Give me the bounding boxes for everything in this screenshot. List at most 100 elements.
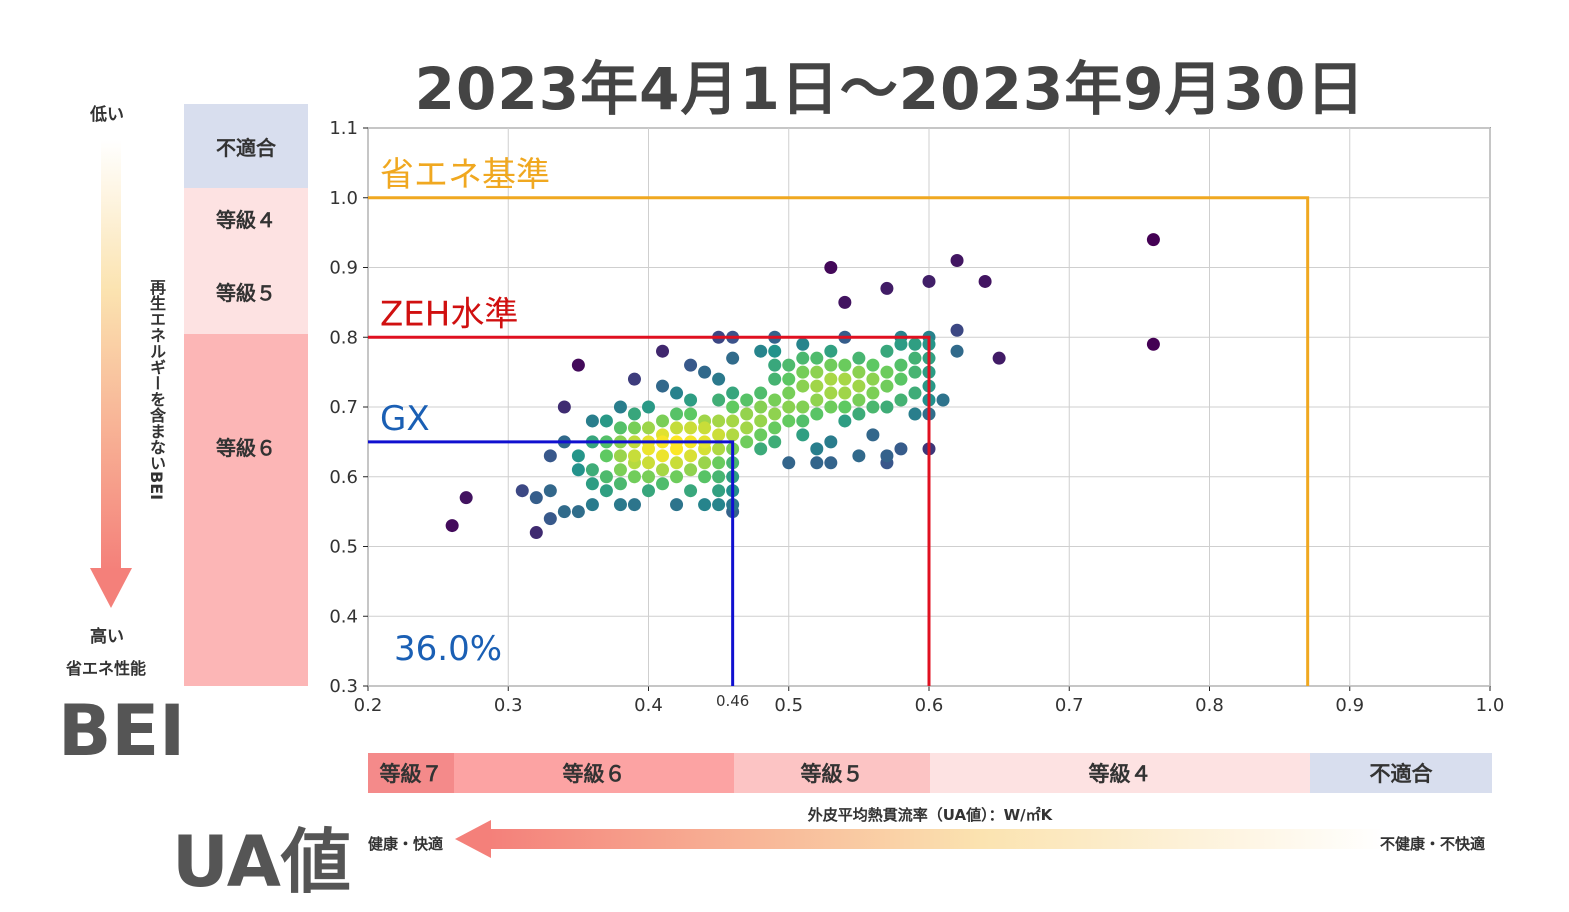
data-point [880, 281, 894, 295]
data-point [908, 365, 922, 379]
data-point [726, 386, 740, 400]
data-point [908, 351, 922, 365]
data-point [557, 505, 571, 519]
data-point [726, 414, 740, 428]
data-point [740, 435, 754, 449]
data-point [894, 393, 908, 407]
data-point [698, 421, 712, 435]
data-point [543, 449, 557, 463]
data-point [656, 463, 670, 477]
data-point [515, 484, 529, 498]
data-point [459, 491, 473, 505]
data-point [670, 407, 684, 421]
y-tick-label: 0.5 [329, 537, 358, 558]
data-point [796, 337, 810, 351]
data-point [712, 428, 726, 442]
ua-direction-arrow-icon [455, 820, 1385, 858]
data-point [445, 519, 459, 533]
y-tick-label: 0.9 [329, 258, 358, 279]
grade-nonconforming-horizontal: 不適合 [1310, 753, 1492, 793]
data-point [740, 407, 754, 421]
data-point [782, 358, 796, 372]
data-point [599, 484, 613, 498]
data-point [613, 477, 627, 491]
data-point [754, 442, 768, 456]
data-point [838, 414, 852, 428]
data-point [670, 386, 684, 400]
data-point [726, 400, 740, 414]
grade-5-vertical: 等級５ [184, 248, 308, 334]
data-point [768, 372, 782, 386]
data-point [824, 456, 838, 470]
data-point [656, 449, 670, 463]
threshold-line [368, 440, 735, 686]
data-point [599, 470, 613, 484]
data-point [852, 365, 866, 379]
data-point [543, 512, 557, 526]
grade-4-horizontal: 等級４ [930, 753, 1310, 793]
data-point [796, 351, 810, 365]
data-point [852, 393, 866, 407]
data-point [992, 351, 1006, 365]
data-point [529, 491, 543, 505]
data-point [880, 344, 894, 358]
data-point [726, 428, 740, 442]
low-label: 低い [90, 105, 124, 125]
data-point [529, 526, 543, 540]
x-tick-label: 0.5 [774, 695, 803, 716]
data-point [866, 428, 880, 442]
data-point [712, 498, 726, 512]
data-point [838, 400, 852, 414]
data-point [810, 365, 824, 379]
data-point [824, 386, 838, 400]
data-point [543, 484, 557, 498]
data-point [712, 414, 726, 428]
data-point [1146, 233, 1160, 247]
threshold-label: 省エネ基準 [380, 155, 550, 195]
grade-4-vertical: 等級４ [184, 188, 308, 248]
data-point [768, 393, 782, 407]
x-tick-label: 1.0 [1476, 695, 1505, 716]
data-point [880, 365, 894, 379]
bei-axis-description: 再生エネルギーを含まないBEI [147, 279, 166, 501]
data-point [978, 274, 992, 288]
data-point [740, 393, 754, 407]
percentage-annotation: 36.0% [394, 629, 502, 669]
data-point [754, 344, 768, 358]
data-point [880, 379, 894, 393]
y-tick-label: 0.7 [329, 397, 358, 418]
y-tick-label: 0.8 [329, 327, 358, 348]
data-point [894, 358, 908, 372]
data-point [950, 323, 964, 337]
data-point [838, 295, 852, 309]
data-point [894, 337, 908, 351]
data-point [908, 386, 922, 400]
data-point [782, 400, 796, 414]
data-point [866, 372, 880, 386]
data-point [712, 484, 726, 498]
data-point [684, 463, 698, 477]
data-point [712, 442, 726, 456]
x-tick-label-extra: 0.46 [716, 692, 749, 710]
data-point [684, 393, 698, 407]
data-point [852, 449, 866, 463]
data-point [670, 470, 684, 484]
data-point [894, 442, 908, 456]
data-point [782, 414, 796, 428]
data-point [810, 379, 824, 393]
data-point [627, 421, 641, 435]
grade-label: 不適合 [216, 135, 276, 160]
data-point [740, 421, 754, 435]
data-point [613, 449, 627, 463]
threshold-line [368, 335, 931, 686]
data-point [698, 498, 712, 512]
data-point [768, 358, 782, 372]
data-point [613, 498, 627, 512]
data-point [824, 435, 838, 449]
data-point [670, 456, 684, 470]
ua-unit-label: 外皮平均熱貫流率（UA値）：W/㎡K [807, 806, 1053, 824]
data-point [670, 498, 684, 512]
x-tick-label: 0.9 [1335, 695, 1364, 716]
data-point [684, 421, 698, 435]
data-point [585, 498, 599, 512]
